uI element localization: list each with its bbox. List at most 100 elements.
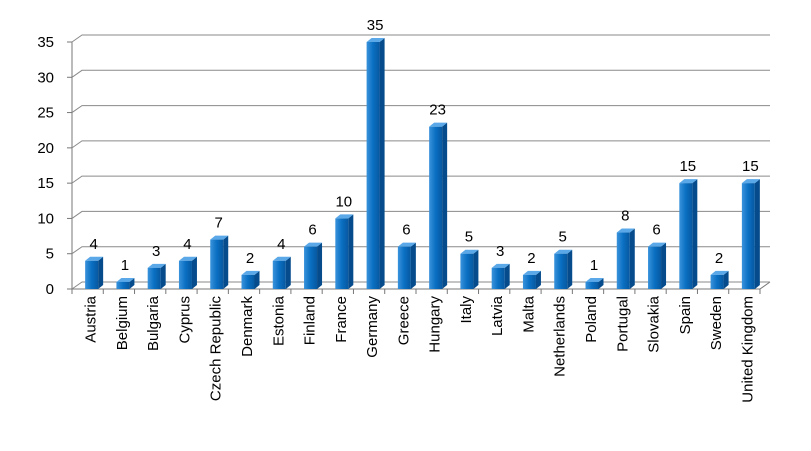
bar <box>554 253 568 289</box>
value-label: 8 <box>621 208 629 225</box>
value-label: 3 <box>496 243 504 260</box>
bar-side <box>629 228 635 289</box>
bar-side <box>692 179 698 289</box>
bar-side <box>160 263 166 289</box>
value-label: 15 <box>679 158 696 175</box>
value-label: 3 <box>152 243 160 260</box>
bar-top <box>460 249 479 254</box>
bar-top <box>741 179 760 184</box>
bar <box>522 274 536 289</box>
bar-side <box>285 256 291 289</box>
value-label: 1 <box>590 257 598 274</box>
x-tick-label: Greece <box>395 296 412 345</box>
value-label: 23 <box>429 102 446 119</box>
bar-side <box>754 179 760 289</box>
bar-top <box>147 263 166 268</box>
x-tick-label: Czech Republic <box>208 296 225 402</box>
value-label: 5 <box>559 229 567 246</box>
bar-top <box>335 214 354 219</box>
bar-top <box>522 270 541 275</box>
grid-line <box>71 210 770 219</box>
bar-side <box>191 256 197 289</box>
bar-side <box>567 249 573 289</box>
y-tick-label: 5 <box>46 246 54 263</box>
bar <box>648 246 662 289</box>
bar-side <box>598 277 604 289</box>
value-label: 6 <box>652 222 660 239</box>
bar-top <box>679 179 698 184</box>
y-tick-label: 35 <box>37 34 54 51</box>
bar-top <box>272 256 291 261</box>
x-tick-label: Poland <box>583 296 600 343</box>
bar <box>335 218 349 289</box>
value-label: 2 <box>527 250 535 267</box>
bar-top <box>116 277 135 282</box>
y-tick-label: 15 <box>37 175 54 192</box>
bar <box>616 232 630 289</box>
x-tick-label: Estonia <box>270 295 287 346</box>
bar-top <box>491 263 510 268</box>
bar-top <box>366 38 385 42</box>
x-tick-label: Malta <box>520 295 537 332</box>
value-label: 5 <box>465 229 473 246</box>
bar-top <box>554 249 573 254</box>
bar <box>272 260 286 289</box>
grid-line <box>71 69 770 78</box>
bar-top <box>429 122 448 127</box>
grid-line <box>71 34 770 43</box>
bar <box>116 281 130 289</box>
bar <box>741 183 755 289</box>
bar <box>178 260 192 289</box>
bar-side <box>129 277 135 289</box>
y-tick-label: 30 <box>37 69 54 86</box>
bar-side <box>317 242 323 289</box>
x-tick-label: Portugal <box>614 296 631 352</box>
x-tick-label: Hungary <box>427 296 444 353</box>
x-tick-label: Cyprus <box>176 296 193 344</box>
bar <box>366 42 380 289</box>
x-tick-label: France <box>333 296 350 343</box>
value-label: 6 <box>308 222 316 239</box>
bar <box>85 260 99 289</box>
bar-top <box>710 270 729 275</box>
value-label: 2 <box>715 250 723 267</box>
bar-side <box>348 214 354 289</box>
bar-top <box>397 242 416 247</box>
bar-side <box>723 270 729 289</box>
bar <box>460 253 474 289</box>
bar <box>429 126 443 289</box>
x-tick-label: Denmark <box>239 296 256 357</box>
value-label: 4 <box>183 236 191 253</box>
bar-side <box>223 235 229 289</box>
bar <box>679 183 693 289</box>
bar-side <box>535 270 541 289</box>
bar-side <box>98 256 104 289</box>
y-tick-label: 20 <box>37 140 54 157</box>
bar-top <box>616 228 635 233</box>
x-tick-label: Sweden <box>708 296 725 350</box>
value-label: 7 <box>215 215 223 232</box>
grid-line <box>71 175 770 184</box>
bar-top <box>178 256 197 261</box>
bar <box>241 274 255 289</box>
x-tick-label: Austria <box>83 295 100 342</box>
bar <box>147 267 161 289</box>
y-tick-label: 25 <box>37 105 54 122</box>
bar-top <box>241 270 260 275</box>
x-tick-label: Italy <box>458 296 475 324</box>
bar <box>397 246 411 289</box>
x-tick-label: Spain <box>677 296 694 334</box>
bar-side <box>504 263 510 289</box>
bar <box>491 267 505 289</box>
x-tick-label: Latvia <box>489 295 506 336</box>
x-tick-label: Germany <box>364 296 381 358</box>
grid-line <box>71 105 770 113</box>
value-label: 10 <box>335 193 352 210</box>
value-label: 15 <box>742 158 759 175</box>
y-tick-label: 0 <box>46 281 54 298</box>
value-label: 2 <box>246 250 254 267</box>
x-tick-label: Bulgaria <box>145 295 162 351</box>
x-tick-label: United Kingdom <box>739 296 756 403</box>
